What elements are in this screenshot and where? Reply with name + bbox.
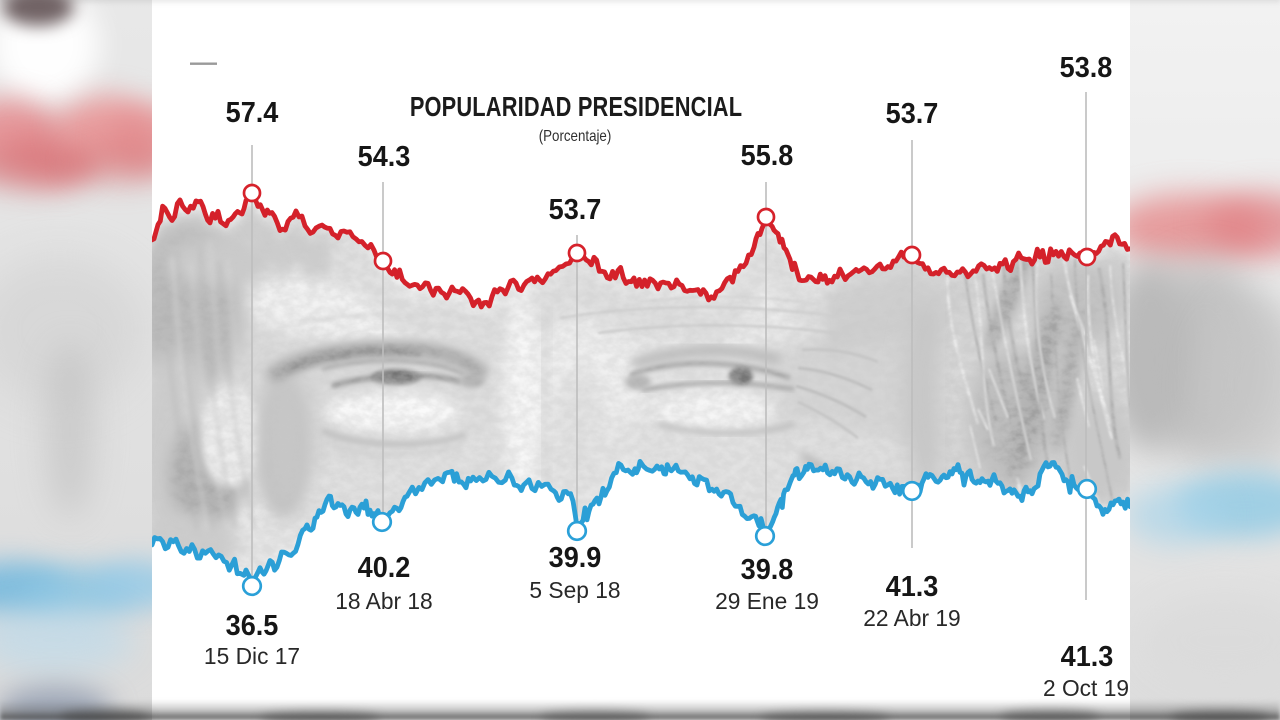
svg-text:41.3: 41.3 — [1061, 640, 1114, 672]
svg-text:57.4: 57.4 — [226, 96, 279, 128]
svg-text:2 Oct 19: 2 Oct 19 — [1043, 675, 1129, 701]
svg-text:55.8: 55.8 — [741, 139, 794, 171]
svg-text:53.7: 53.7 — [886, 97, 939, 129]
svg-text:36.5: 36.5 — [226, 609, 279, 641]
svg-text:53.8: 53.8 — [1060, 51, 1113, 83]
svg-text:39.8: 39.8 — [741, 553, 794, 585]
svg-text:5 Sep 18: 5 Sep 18 — [529, 577, 620, 603]
svg-text:18 Abr 18: 18 Abr 18 — [335, 588, 432, 614]
svg-text:39.9: 39.9 — [549, 541, 602, 573]
svg-text:41.3: 41.3 — [886, 570, 939, 602]
svg-text:POPULARIDAD PRESIDENCIAL: POPULARIDAD PRESIDENCIAL — [410, 91, 742, 122]
svg-text:54.3: 54.3 — [358, 140, 411, 172]
svg-text:53.7: 53.7 — [549, 193, 602, 225]
svg-text:15 Dic 17: 15 Dic 17 — [204, 643, 300, 669]
svg-text:22 Abr 19: 22 Abr 19 — [863, 605, 960, 631]
svg-text:40.2: 40.2 — [358, 551, 411, 583]
svg-text:(Porcentaje): (Porcentaje) — [539, 128, 612, 145]
svg-text:29 Ene 19: 29 Ene 19 — [715, 588, 819, 614]
